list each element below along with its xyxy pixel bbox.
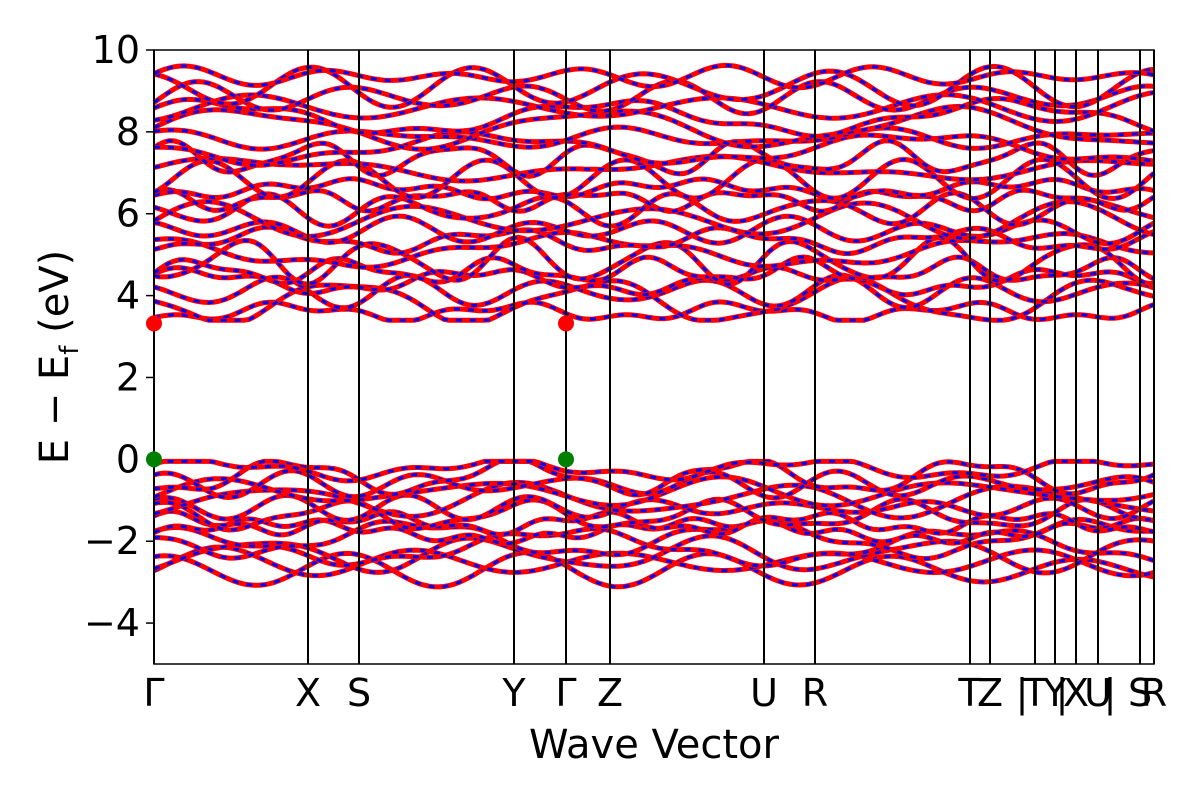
band-line-overlay xyxy=(153,154,1155,183)
cbm-marker xyxy=(558,315,574,332)
y-axis-label-main: E − E xyxy=(32,355,78,465)
y-tick-label: 4 xyxy=(116,274,140,318)
band-line xyxy=(153,492,1156,523)
x-tick-label: Y xyxy=(501,671,526,715)
band-line-overlay xyxy=(153,276,1155,322)
band-line-overlay xyxy=(153,480,1155,520)
band-line-overlay xyxy=(153,104,1155,151)
band-line-overlay xyxy=(153,497,1155,532)
x-tick-label: U xyxy=(750,671,778,715)
x-tick-label: R xyxy=(802,671,828,715)
y-axis-label: E − Ef (eV) xyxy=(32,250,85,465)
x-tick-label: X xyxy=(295,671,321,715)
x-tick-label: Γ xyxy=(555,671,576,715)
x-tick-label: S xyxy=(1128,671,1152,715)
band-line-overlay xyxy=(153,475,1155,508)
x-tick-label: | xyxy=(1056,671,1069,716)
band-line-overlay xyxy=(153,139,1155,178)
y-tick-label: 2 xyxy=(116,355,140,399)
band-line-overlay xyxy=(153,255,1155,285)
band-line xyxy=(153,299,1155,323)
band-line-overlay xyxy=(153,265,1155,297)
vbm-marker xyxy=(558,451,574,468)
band-line xyxy=(153,272,1155,311)
y-tick-label: −4 xyxy=(84,601,140,645)
band-line-overlay xyxy=(153,551,1155,589)
x-tick-label: | xyxy=(1104,671,1117,716)
band-line-overlay xyxy=(154,130,1155,167)
band-line-overlay xyxy=(153,96,1155,138)
x-axis-label: Wave Vector xyxy=(529,722,780,768)
band-lines xyxy=(152,62,1156,590)
cbm-marker xyxy=(146,315,162,332)
band-line-overlay xyxy=(153,517,1155,561)
y-axis-ticks: −4 −2 0 2 4 6 8 10 xyxy=(84,28,154,645)
band-line xyxy=(153,186,1156,214)
band-edge-markers xyxy=(146,315,574,468)
band-line-overlay xyxy=(153,91,1155,124)
x-tick-label: T xyxy=(957,671,982,715)
band-line xyxy=(153,468,1155,501)
x-axis-ticks: Γ X S Y Γ Z U R TZ |TY|XU| SR xyxy=(143,671,1167,716)
band-line-overlay xyxy=(153,125,1155,151)
plot-frame xyxy=(153,49,1155,665)
y-tick-label: −2 xyxy=(84,519,140,563)
y-axis-label-unit: (eV) xyxy=(32,250,78,346)
x-tick-label: Y xyxy=(1042,671,1067,715)
high-symmetry-lines xyxy=(153,50,1155,664)
x-tick-label: U xyxy=(1084,671,1112,715)
band-line xyxy=(153,458,1156,498)
band-line-overlay xyxy=(153,300,1155,322)
y-tick-label: 6 xyxy=(116,192,140,236)
x-tick-label: Z xyxy=(597,671,623,715)
band-line-overlay xyxy=(153,177,1155,201)
x-tick-label: S xyxy=(347,671,371,715)
y-tick-label: 10 xyxy=(92,28,140,72)
x-tick-label: R xyxy=(1141,671,1167,715)
x-tick-label: Z xyxy=(977,671,1003,715)
band-line-overlay xyxy=(153,534,1155,575)
band-line-overlay xyxy=(153,459,1155,483)
x-tick-label: X xyxy=(1063,671,1089,715)
x-tick-label: | xyxy=(1016,671,1029,716)
x-tick-label: Γ xyxy=(143,671,164,715)
band-line-overlay xyxy=(153,63,1155,90)
band-line-overlay xyxy=(153,157,1155,201)
y-tick-label: 8 xyxy=(116,110,140,154)
plot-border xyxy=(153,49,1155,665)
y-axis-label-subscript: f xyxy=(55,345,85,355)
y-tick-label: 0 xyxy=(116,437,140,481)
band-line-overlay xyxy=(153,191,1155,228)
vbm-marker xyxy=(146,451,162,468)
x-tick-label: T xyxy=(1022,671,1047,715)
